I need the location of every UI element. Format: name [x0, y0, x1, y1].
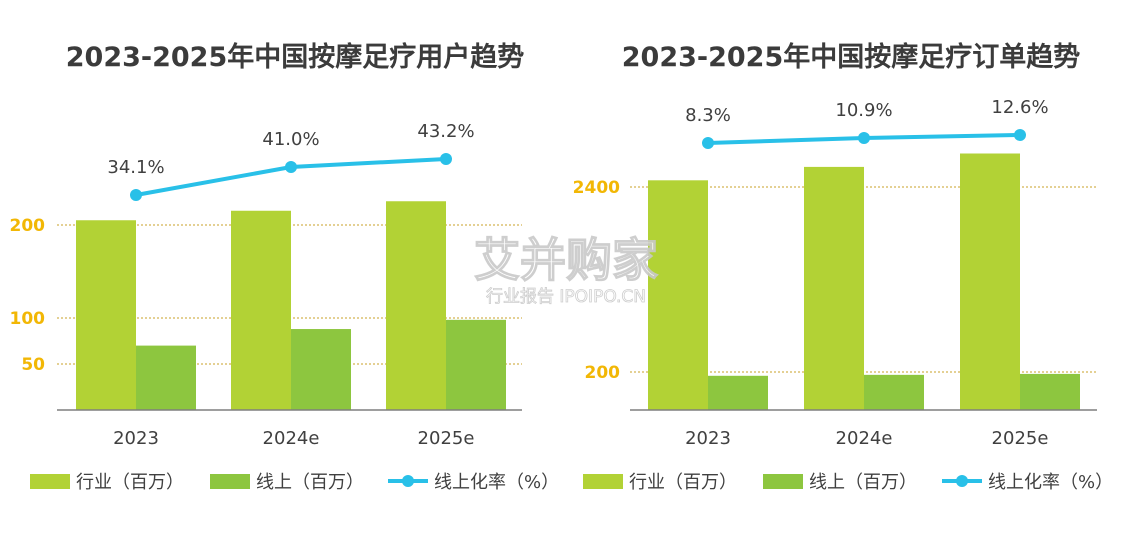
- left-chart: 2023-2025年中国按摩足疗用户趋势 50 100 200 2023 2024e 2…: [10, 41, 525, 449]
- x-tick-label: 2024e: [836, 428, 893, 449]
- rate-point: [440, 153, 452, 165]
- bar-online: [708, 375, 768, 410]
- bar-industry: [648, 180, 708, 410]
- rate-point: [130, 189, 142, 201]
- y-tick-label: 2400: [573, 178, 620, 198]
- right-chart-title: 2023-2025年中国按摩足疗订单趋势: [622, 41, 1081, 73]
- rate-label: 43.2%: [417, 121, 474, 142]
- rate-point: [285, 161, 297, 173]
- watermark-brand: 艾并购家: [474, 233, 658, 287]
- legends: 行业（百万） 线上（百万） 线上化率（%） 行业（百万） 线上（百万） 线上化率…: [30, 472, 1113, 493]
- left-chart-title: 2023-2025年中国按摩足疗用户趋势: [66, 41, 525, 73]
- rate-label: 34.1%: [107, 157, 164, 178]
- rate-point: [858, 132, 870, 144]
- bar-online: [864, 374, 924, 410]
- y-tick-label: 200: [585, 363, 621, 383]
- legend-online-label-right: 线上（百万）: [809, 472, 917, 493]
- bar-industry: [231, 210, 291, 410]
- legend-online-swatch-right: [763, 474, 803, 489]
- rate-point: [1014, 129, 1026, 141]
- y-tick-label: 50: [21, 355, 45, 375]
- legend-rate-label: 线上化率（%）: [434, 472, 559, 493]
- y-tick-label: 200: [10, 216, 46, 236]
- right-legend: 行业（百万） 线上（百万） 线上化率（%）: [583, 472, 1113, 493]
- legend-industry-label: 行业（百万）: [76, 472, 184, 493]
- legend-online-swatch: [210, 474, 250, 489]
- x-tick-label: 2025e: [418, 428, 475, 449]
- legend-rate-marker: [402, 475, 414, 487]
- x-tick-label: 2023: [685, 428, 731, 449]
- x-tick-label: 2024e: [263, 428, 320, 449]
- legend-rate-label-right: 线上化率（%）: [988, 472, 1113, 493]
- legend-rate-marker-right: [956, 475, 968, 487]
- bar-industry: [804, 166, 864, 410]
- right-chart: 2023-2025年中国按摩足疗订单趋势 200 2400 2023 2024e 20…: [573, 41, 1097, 449]
- legend-industry-swatch-right: [583, 474, 623, 489]
- rate-label: 41.0%: [262, 129, 319, 150]
- bar-industry: [960, 153, 1020, 410]
- legend-industry-swatch: [30, 474, 70, 489]
- x-tick-label: 2023: [113, 428, 159, 449]
- bar-online: [1020, 373, 1080, 410]
- legend-industry-label-right: 行业（百万）: [629, 472, 737, 493]
- bar-online: [446, 319, 506, 410]
- y-tick-label: 100: [10, 309, 46, 329]
- legend-online-label: 线上（百万）: [256, 472, 364, 493]
- bar-industry: [386, 201, 446, 410]
- bar-online: [136, 345, 196, 410]
- rate-label: 12.6%: [991, 97, 1048, 118]
- watermark: 艾并购家 行业报告 IPOIPO.CN: [473, 232, 658, 307]
- watermark-sub: 行业报告 IPOIPO.CN: [486, 287, 646, 307]
- rate-label: 8.3%: [685, 105, 731, 126]
- rate-label: 10.9%: [835, 100, 892, 121]
- x-tick-label: 2025e: [992, 428, 1049, 449]
- bar-online: [291, 329, 351, 410]
- bar-industry: [76, 220, 136, 410]
- left-legend: 行业（百万） 线上（百万） 线上化率（%）: [30, 472, 559, 493]
- rate-point: [702, 137, 714, 149]
